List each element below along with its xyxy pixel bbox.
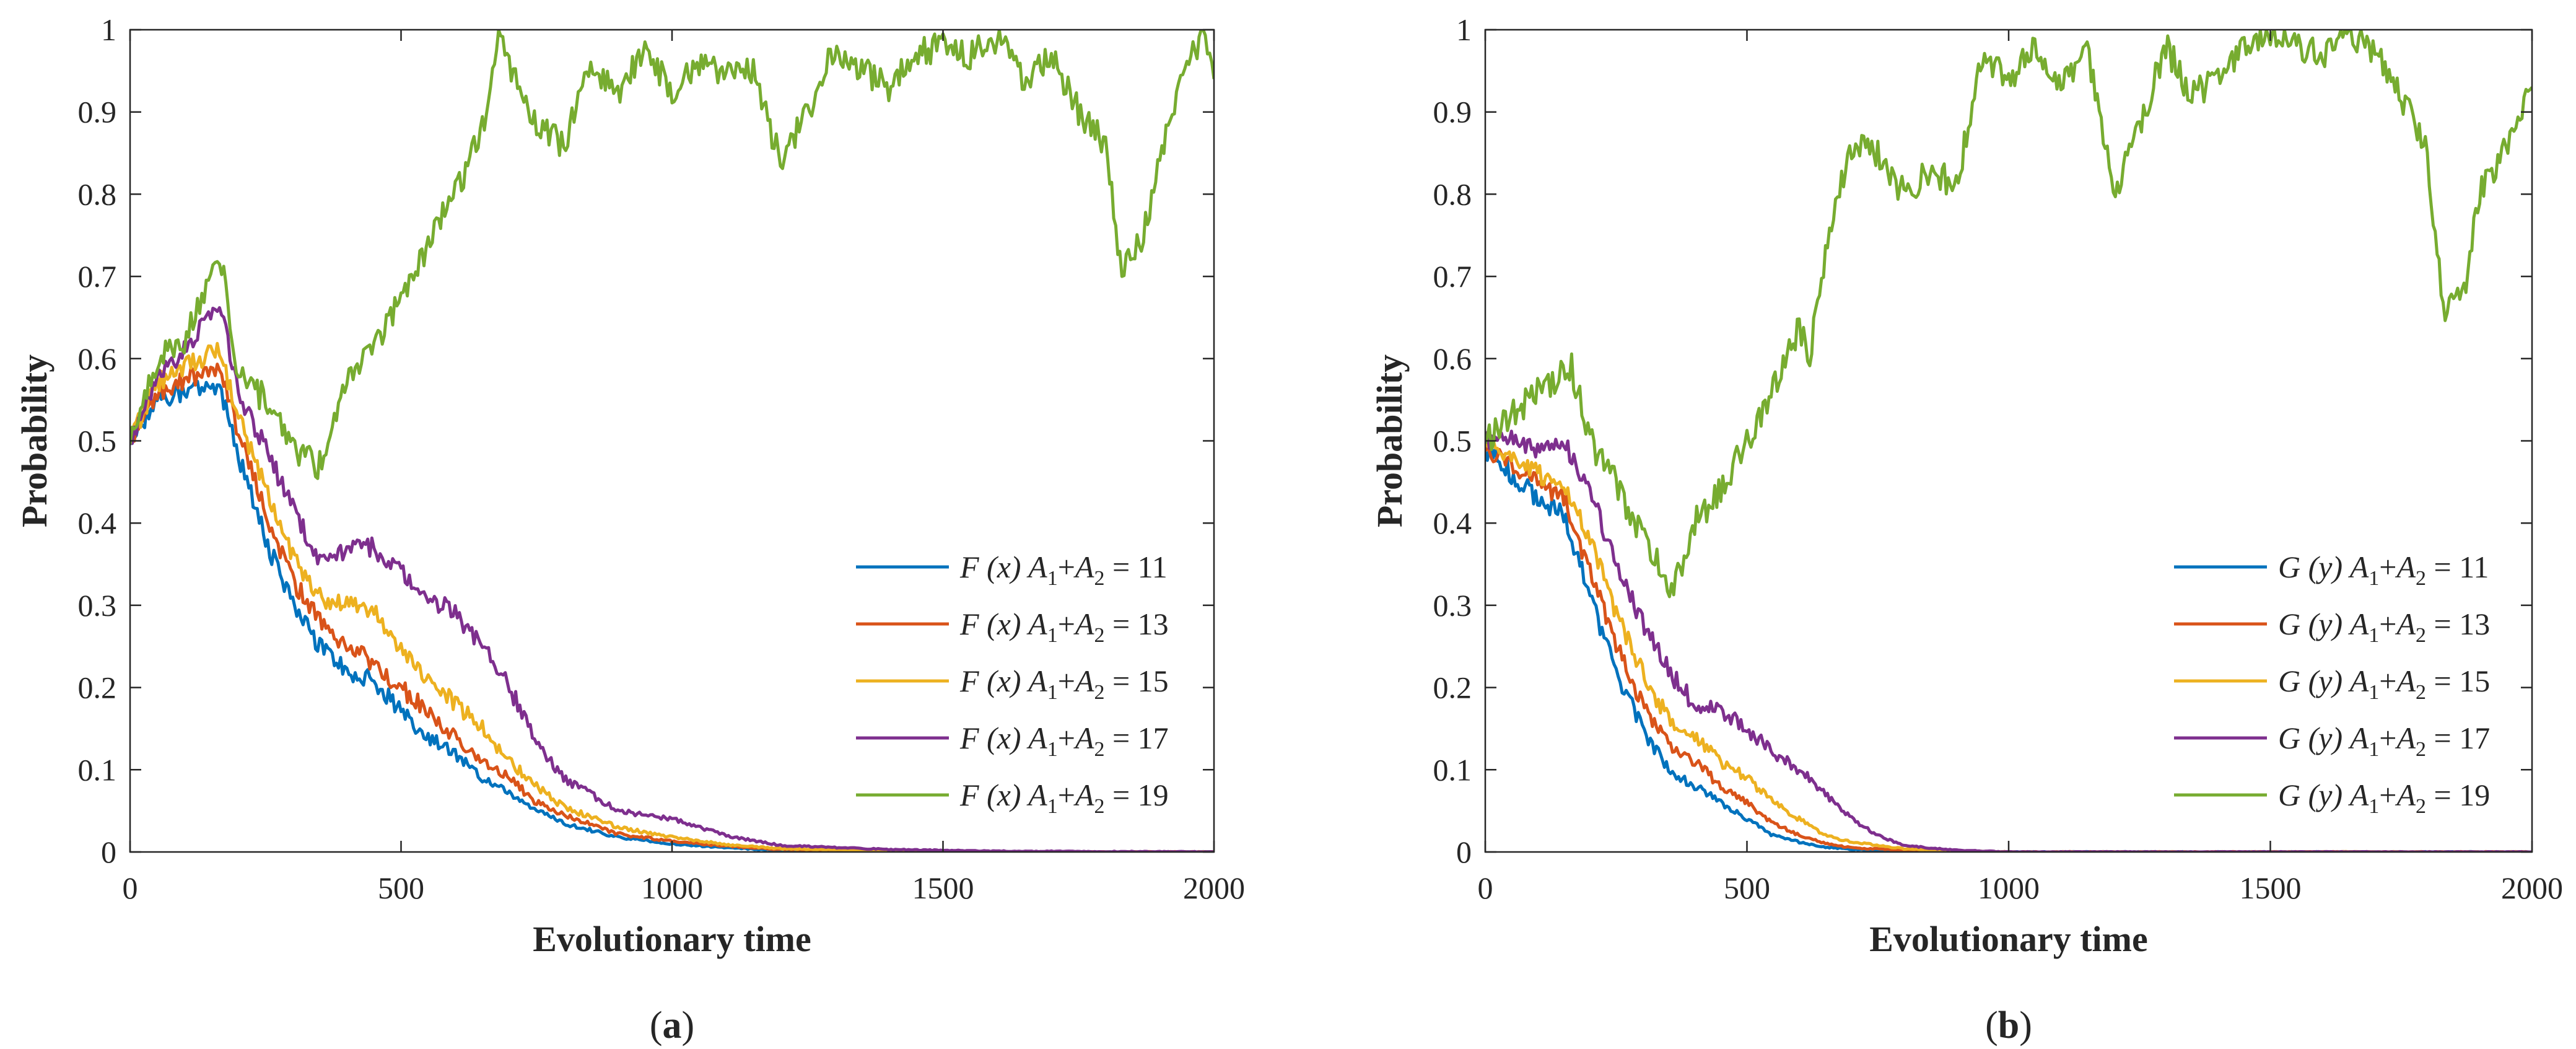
y-tick-label: 1: [101, 12, 116, 47]
y-tick-label: 0.1: [78, 752, 117, 787]
y-tick-label: 0.2: [1433, 670, 1472, 705]
series-line-11: [1485, 444, 2532, 852]
x-tick-label: 2000: [1183, 871, 1245, 905]
y-tick-label: 0: [1456, 835, 1472, 869]
y-tick-label: 0.2: [78, 670, 117, 705]
legend-entry-11: G (y) A1+A2 = 11: [2278, 550, 2489, 590]
series-line-11: [130, 379, 1214, 852]
plot-area: [130, 30, 1214, 852]
y-tick-label: 1: [1456, 12, 1472, 47]
y-axis-label: Probability: [1369, 354, 1410, 527]
legend-entry-17: F (x) A1+A2 = 17: [959, 721, 1169, 761]
x-tick-label: 1000: [1978, 871, 2040, 905]
y-tick-label: 0.6: [1433, 341, 1472, 376]
legend-entry-19: F (x) A1+A2 = 19: [959, 778, 1169, 818]
x-tick-label: 500: [378, 871, 424, 905]
y-tick-label: 0.5: [1433, 424, 1472, 459]
y-tick-label: 0.3: [78, 588, 117, 623]
chart-panel-a: 0 500 1000 1500 2000 0 0.1 0.2 0.3 0.4 0.5 0.6 0.7 0.…: [14, 12, 1245, 1047]
y-tick-label: 0.3: [1433, 588, 1472, 623]
x-axis-label: Evolutionary time: [533, 919, 811, 959]
panel-label: (b): [1985, 1004, 2032, 1047]
y-tick-label: 0.9: [1433, 95, 1472, 129]
x-tick-label: 0: [123, 871, 138, 905]
axes-box: [1484, 29, 2533, 853]
y-tick-label: 0: [101, 835, 116, 869]
x-tick-label: 2000: [2501, 871, 2563, 905]
legend-entry-17: G (y) A1+A2 = 17: [2278, 721, 2490, 761]
y-tick-label: 0.8: [1433, 177, 1472, 211]
x-tick-label: 500: [1724, 871, 1770, 905]
chart-panel-b: 0 500 1000 1500 2000 0 0.1 0.2 0.3 0.4 0.5 0.6 0.7 0.…: [1369, 12, 2563, 1047]
y-tick-label: 0.7: [78, 259, 117, 294]
legend-entry-15: F (x) A1+A2 = 15: [959, 664, 1169, 704]
legend: G (y) A1+A2 = 11 G (y) A1+A2 = 13 G (y) A1…: [2174, 550, 2490, 818]
legend-entry-11: F (x) A1+A2 = 11: [959, 550, 1168, 590]
legend-entry-19: G (y) A1+A2 = 19: [2278, 778, 2490, 818]
series-line-17: [130, 306, 1214, 852]
series-line-19: [1485, 30, 2532, 599]
y-tick-label: 0.6: [78, 341, 117, 376]
y-tick-label: 0.4: [78, 506, 117, 540]
y-tick-label: 0.8: [78, 177, 117, 211]
y-tick-label: 0.5: [78, 424, 117, 459]
x-tick-label: 1000: [641, 871, 703, 905]
legend-entry-13: F (x) A1+A2 = 13: [959, 607, 1169, 647]
legend: F (x) A1+A2 = 11 F (x) A1+A2 = 13 F (x) A1…: [856, 550, 1169, 818]
y-tick-label: 0.4: [1433, 506, 1472, 540]
series-line-19: [130, 30, 1214, 480]
x-tick-label: 0: [1478, 871, 1493, 905]
legend-entry-13: G (y) A1+A2 = 13: [2278, 607, 2490, 647]
y-axis-label: Probability: [14, 354, 55, 527]
x-tick-label: 1500: [2240, 871, 2302, 905]
y-tick-label: 0.7: [1433, 259, 1472, 294]
x-axis-label: Evolutionary time: [1869, 919, 2147, 959]
x-tick-label: 1500: [912, 871, 974, 905]
plot-area: [1485, 30, 2532, 852]
panel-label: (a): [650, 1004, 694, 1047]
series-line-13: [1485, 445, 2532, 852]
y-tick-label: 0.1: [1433, 752, 1472, 787]
legend-entry-15: G (y) A1+A2 = 15: [2278, 664, 2490, 704]
y-tick-label: 0.9: [78, 95, 117, 129]
